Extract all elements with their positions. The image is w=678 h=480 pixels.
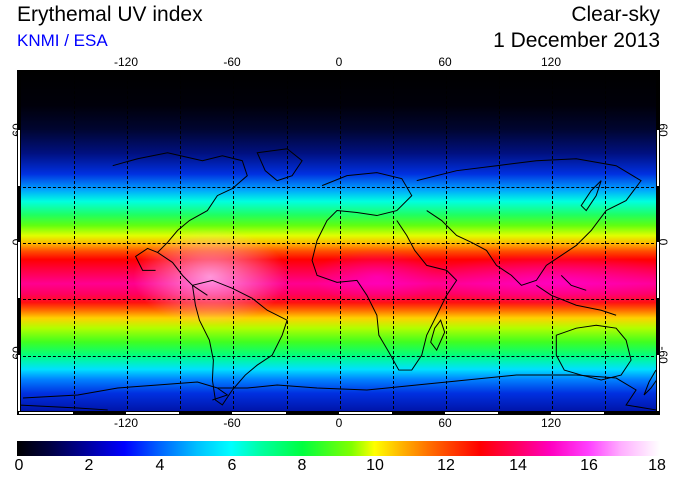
colorbar-label: 4 <box>155 457 165 474</box>
date-label: 1 December 2013 <box>493 29 660 52</box>
gridline-lat-0 <box>18 243 659 244</box>
gridline-lat-minus30 <box>18 299 659 300</box>
gridline-lat-30 <box>18 187 659 188</box>
gridline-lon <box>499 71 500 414</box>
lon-label-top: 60 <box>438 55 452 69</box>
lon-label-top: -120 <box>113 55 139 69</box>
gridline-lon <box>180 71 181 414</box>
lon-label-bottom: -60 <box>223 416 241 430</box>
gridline-lon <box>74 71 75 414</box>
lon-label-bottom: 0 <box>335 416 343 430</box>
page-title: Erythemal UV index <box>17 3 203 26</box>
gridline-lon <box>446 71 447 414</box>
uv-colorbar <box>17 441 660 456</box>
colorbar-label: 0 <box>14 457 24 474</box>
lon-label-bottom: 60 <box>438 416 452 430</box>
lon-label-bottom: -120 <box>113 416 139 430</box>
gridline-lon <box>287 71 288 414</box>
colorbar-label: 18 <box>648 457 666 474</box>
gridline-lon <box>233 71 234 414</box>
colorbar-label: 2 <box>84 457 94 474</box>
colorbar-label: 8 <box>297 457 307 474</box>
source-label: KNMI / ESA <box>17 31 108 50</box>
colorbar-label: 12 <box>437 457 455 474</box>
colorbar-label: 10 <box>366 457 384 474</box>
gridline-lon <box>552 71 553 414</box>
coastlines <box>18 148 659 411</box>
uv-index-map <box>17 70 660 415</box>
lon-label-bottom: 120 <box>540 416 562 430</box>
gridline-lon <box>393 71 394 414</box>
lon-label-top: 0 <box>335 55 343 69</box>
lon-label-top: -60 <box>223 55 241 69</box>
condition-label: Clear-sky <box>571 3 660 26</box>
lon-label-top: 120 <box>540 55 562 69</box>
colorbar-label: 16 <box>580 457 598 474</box>
gridline-lon <box>127 71 128 414</box>
gridline-lon <box>340 71 341 414</box>
gridline-lat-minus60 <box>18 356 659 357</box>
colorbar-label: 6 <box>227 457 237 474</box>
gridline-lon <box>605 71 606 414</box>
colorbar-label: 14 <box>509 457 527 474</box>
